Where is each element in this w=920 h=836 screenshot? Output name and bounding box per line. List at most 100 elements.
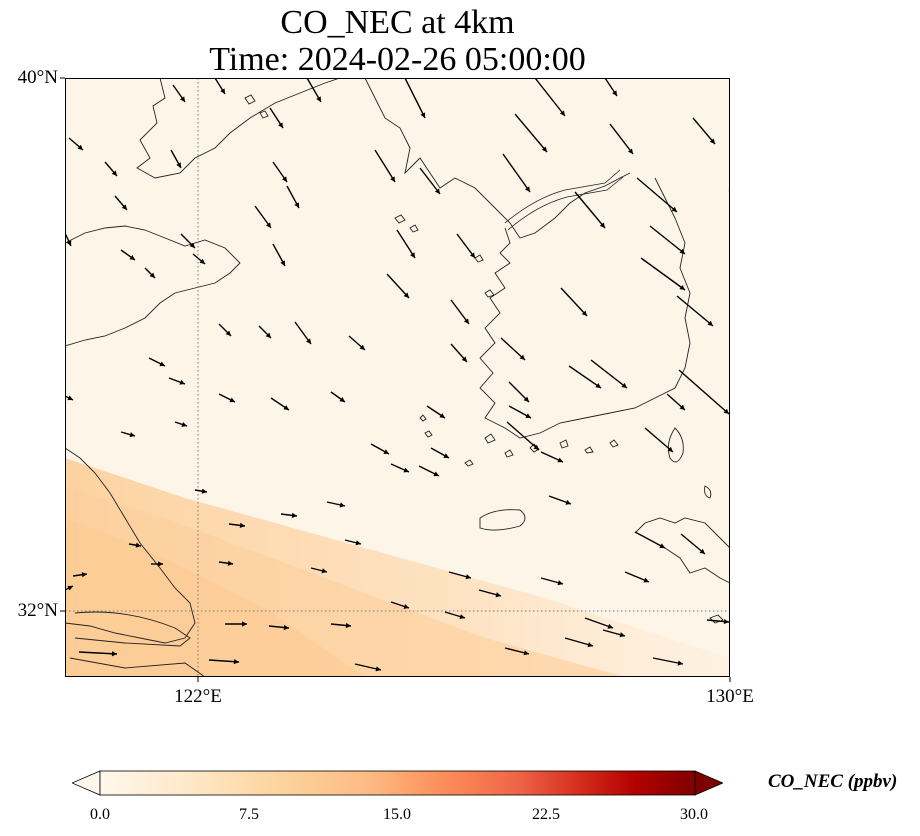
wind-vector-head xyxy=(77,144,83,150)
colorbar-tick-4: 30.0 xyxy=(680,806,708,823)
wind-vector-head xyxy=(459,614,465,620)
wind-vector-head xyxy=(469,252,475,258)
wind-vector-head xyxy=(420,112,426,118)
axis-ticks xyxy=(60,77,731,682)
colorbar-tick-0: 0.0 xyxy=(90,806,110,823)
colorbar-extend-high xyxy=(694,770,723,796)
wind-vector-head xyxy=(465,574,471,580)
wind-vector-head xyxy=(410,252,415,258)
wind-vector-head xyxy=(559,110,565,116)
wind-vector-head xyxy=(179,96,185,102)
wind-vector-head xyxy=(220,88,225,94)
wind-vector-head xyxy=(587,642,593,648)
wind-vector-shaft xyxy=(652,657,684,665)
chart-title: CO_NEC at 4km xyxy=(280,4,515,41)
wind-vector-head xyxy=(523,650,529,656)
wind-vector-head xyxy=(723,618,729,625)
wind-vector-shaft xyxy=(644,427,674,453)
wind-vector-head xyxy=(233,659,239,665)
wind-vector-head xyxy=(283,405,289,410)
wind-vector-shaft xyxy=(590,359,628,389)
lon-label-130e: 130°E xyxy=(706,686,754,707)
wind-vector-head xyxy=(523,396,529,402)
wind-vector-shaft xyxy=(514,113,548,153)
map-panel xyxy=(65,78,730,677)
wind-vector-shaft xyxy=(609,123,634,155)
wind-vector-head xyxy=(612,90,617,96)
chart-subtitle-time: Time: 2024-02-26 05:00:00 xyxy=(209,41,586,78)
co-plume-core xyxy=(65,488,625,677)
wind-vector-shaft xyxy=(692,117,716,145)
lat-label-40n: 40°N xyxy=(17,67,58,88)
wind-vector-head xyxy=(159,361,165,367)
wind-vector-head xyxy=(201,488,207,494)
wind-vector-head xyxy=(339,396,345,402)
wind-vector-head xyxy=(565,499,571,505)
wind-vector-head xyxy=(667,446,673,452)
wind-vector-shaft xyxy=(419,167,441,195)
wind-vector-head xyxy=(709,138,715,144)
wind-vector-shaft xyxy=(649,225,686,255)
wind-vector-head xyxy=(643,577,649,583)
wind-vector-shaft xyxy=(634,531,666,549)
colorbar-gradient xyxy=(99,770,696,796)
wind-vector-head xyxy=(607,623,613,629)
wind-vector-shaft xyxy=(500,337,526,361)
wind-vector-shaft xyxy=(560,287,588,317)
wind-vector-shaft xyxy=(78,651,118,655)
wind-vector-head xyxy=(282,176,287,182)
wind-vector-head xyxy=(265,222,271,228)
wind-vector-head xyxy=(375,666,381,672)
wind-vector-head xyxy=(433,471,439,477)
wind-vector-head xyxy=(443,453,449,458)
wind-vector-head xyxy=(199,258,205,264)
wind-vector-head xyxy=(225,330,231,336)
wind-vector-head xyxy=(179,379,185,385)
wind-vector-head xyxy=(67,395,73,401)
wind-vector-head xyxy=(461,356,467,362)
wind-vector-head xyxy=(495,592,501,598)
wind-vector-head xyxy=(158,561,163,567)
wind-vector-head xyxy=(707,320,713,326)
wind-vector-head xyxy=(305,338,311,344)
wind-vector-head xyxy=(316,96,321,102)
wind-vector-head xyxy=(339,502,345,508)
wind-vector-head xyxy=(723,408,729,414)
wind-vector-head xyxy=(403,603,409,609)
wind-vector-head xyxy=(541,146,547,152)
wind-vector-head xyxy=(595,383,601,388)
wind-vector-head xyxy=(111,651,117,657)
wind-vector-head xyxy=(557,580,563,586)
wind-vector-head xyxy=(280,260,285,266)
lat-label-32n: 32°N xyxy=(17,600,58,621)
wind-vector-head xyxy=(129,432,135,438)
wind-vector-head xyxy=(659,543,665,548)
wind-vector-head xyxy=(359,344,365,350)
wind-vector-head xyxy=(111,170,117,176)
wind-vector-shaft xyxy=(404,78,426,119)
wind-vector-shaft xyxy=(574,191,606,229)
wind-vector-shaft xyxy=(502,153,531,193)
colorbar-tick-3: 22.5 xyxy=(532,806,560,823)
wind-vector-head xyxy=(283,624,289,631)
wind-vector-head xyxy=(621,382,627,388)
wind-vector-head xyxy=(355,540,361,546)
wind-vector-head xyxy=(627,148,633,154)
wind-vector-head xyxy=(66,240,72,246)
wind-vector-head xyxy=(679,248,685,254)
wind-vector-shaft xyxy=(208,659,240,663)
wind-vector-shaft xyxy=(636,177,678,213)
wind-vector-shaft xyxy=(676,295,714,327)
wind-vector-head xyxy=(403,467,409,473)
wind-vector-head xyxy=(278,122,283,128)
wind-vector-head xyxy=(67,585,73,591)
wind-vector-head xyxy=(403,292,409,298)
lon-label-122e: 122°E xyxy=(174,686,222,707)
wind-vector-head xyxy=(229,397,235,403)
wind-vector-head xyxy=(533,444,539,450)
wind-vector-head xyxy=(345,622,351,629)
wind-vector-head xyxy=(227,560,233,566)
wind-vectors xyxy=(65,78,730,672)
wind-vector-head xyxy=(463,318,469,324)
wind-vector-head xyxy=(519,354,525,360)
